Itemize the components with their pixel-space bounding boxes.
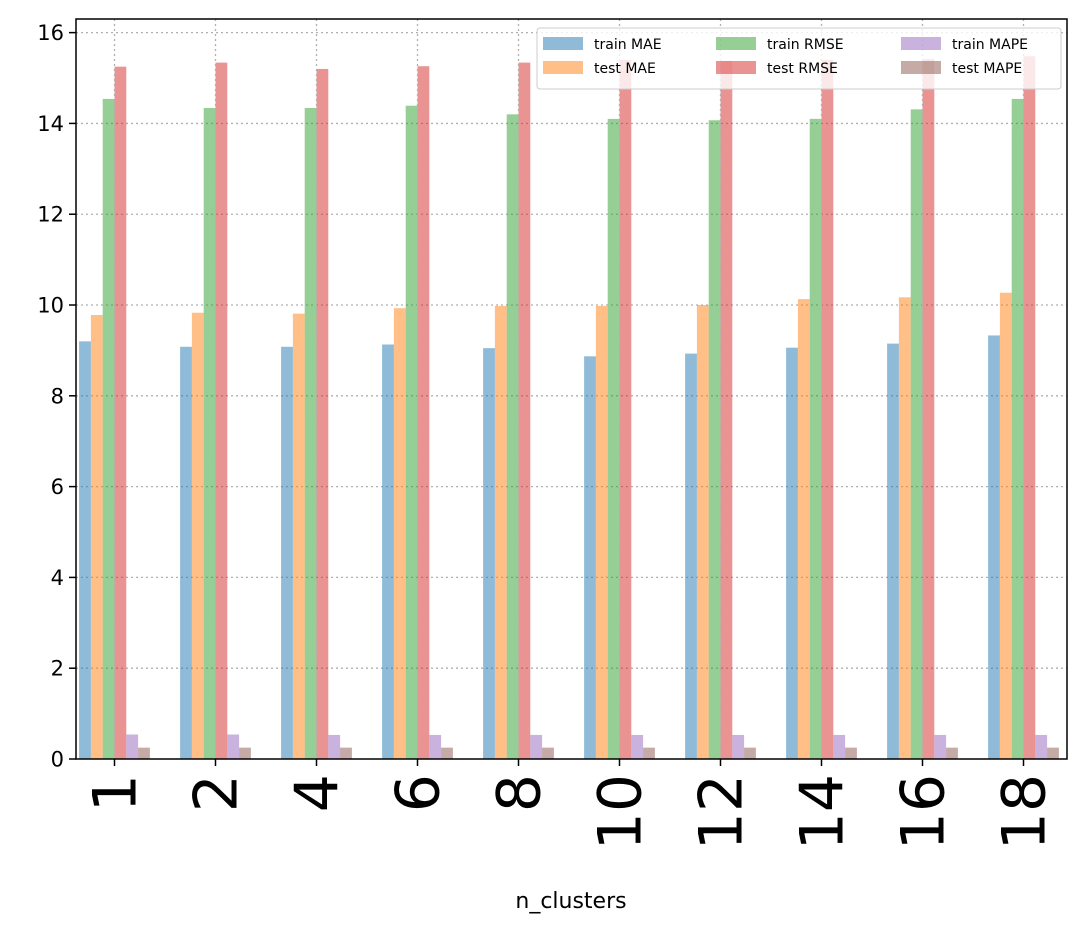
bar [1047, 747, 1059, 759]
plot-frame [75, 18, 1068, 760]
legend-label: test RMSE [767, 61, 838, 77]
bar [720, 60, 733, 760]
bar [304, 107, 317, 760]
bar [203, 107, 216, 760]
bars [79, 19, 1059, 760]
bar [934, 734, 947, 759]
bar [405, 105, 418, 759]
bar [685, 353, 697, 759]
bar [138, 747, 150, 759]
y-tick-label: 6 [51, 475, 64, 499]
bar [441, 747, 453, 759]
bar [696, 305, 709, 759]
bar [530, 734, 543, 759]
legend-swatch [543, 37, 583, 50]
bar [797, 299, 810, 759]
bar [1035, 734, 1048, 759]
bar [833, 734, 846, 759]
bar [542, 747, 554, 759]
legend-swatch [716, 61, 756, 74]
bar [922, 58, 935, 759]
x-tick-label: 2 [182, 774, 252, 812]
y-tick-label: 12 [37, 203, 64, 227]
x-tick-label: 14 [788, 774, 858, 850]
bar [483, 348, 495, 759]
bar [429, 734, 442, 759]
legend-swatch [543, 61, 583, 74]
bar [607, 118, 620, 759]
x-tick-label: 16 [889, 774, 959, 850]
legend-label: train RMSE [767, 37, 844, 53]
legend-swatch [716, 37, 756, 50]
bar [898, 297, 911, 759]
bar [180, 346, 192, 759]
legend-swatch [901, 61, 941, 74]
legend-swatch [901, 37, 941, 50]
bar [1011, 98, 1024, 759]
x-tick-label: 10 [586, 774, 656, 850]
bar [619, 59, 632, 760]
bar [328, 734, 341, 759]
x-tick-label: 18 [990, 774, 1060, 850]
bar [744, 747, 756, 759]
bar [595, 305, 608, 759]
bar [281, 346, 293, 759]
legend-label: train MAPE [952, 37, 1028, 53]
bar [79, 341, 91, 759]
y-tick-label: 2 [51, 657, 64, 681]
x-axis: 1 2 4 6 8 10 12 14 16 18 [81, 759, 1060, 850]
bar [946, 747, 958, 759]
legend-label: train MAE [594, 37, 662, 53]
bar [382, 344, 394, 759]
x-axis-label: n_clusters [515, 889, 626, 914]
bar [126, 734, 139, 759]
y-axis: 0 2 4 6 8 10 12 14 16 [37, 21, 76, 772]
x-tick-label: 6 [384, 774, 454, 812]
bar [191, 312, 204, 759]
legend: train MAE test MAE train RMSE test RMSE trai… [536, 27, 1062, 90]
bar [910, 109, 923, 759]
bar [518, 62, 531, 759]
bar [786, 347, 798, 759]
bar [643, 747, 655, 759]
y-tick-label: 14 [37, 112, 64, 136]
bar [292, 313, 305, 759]
bar [239, 747, 251, 759]
bar [114, 66, 127, 760]
x-tick-label: 1 [81, 774, 151, 812]
bar [227, 734, 240, 759]
y-tick-label: 4 [51, 566, 64, 590]
legend-label: test MAE [594, 61, 656, 77]
bar [90, 315, 103, 759]
y-tick-label: 0 [51, 748, 64, 772]
bar [393, 308, 406, 759]
bar [821, 59, 834, 760]
y-tick-label: 8 [51, 384, 64, 408]
bar [631, 734, 644, 759]
bar [999, 292, 1012, 759]
bar [417, 66, 430, 759]
bar [845, 747, 857, 759]
x-tick-label: 12 [687, 774, 757, 850]
grid-lines [76, 31, 1067, 669]
bar [887, 343, 899, 759]
bar [340, 747, 352, 759]
legend-label: test MAPE [952, 61, 1022, 77]
bar [506, 114, 519, 760]
x-tick-label: 8 [485, 774, 555, 812]
bar [708, 120, 721, 760]
bar [732, 734, 745, 759]
bar [809, 118, 822, 759]
bar [316, 68, 329, 759]
y-tick-label: 16 [37, 21, 64, 45]
bar [215, 62, 228, 759]
bar [1023, 56, 1036, 760]
bar [102, 98, 115, 759]
x-tick-label: 4 [283, 774, 353, 812]
bar [584, 356, 596, 759]
bar [988, 335, 1000, 759]
bar [494, 305, 507, 759]
y-tick-label: 10 [37, 294, 64, 318]
